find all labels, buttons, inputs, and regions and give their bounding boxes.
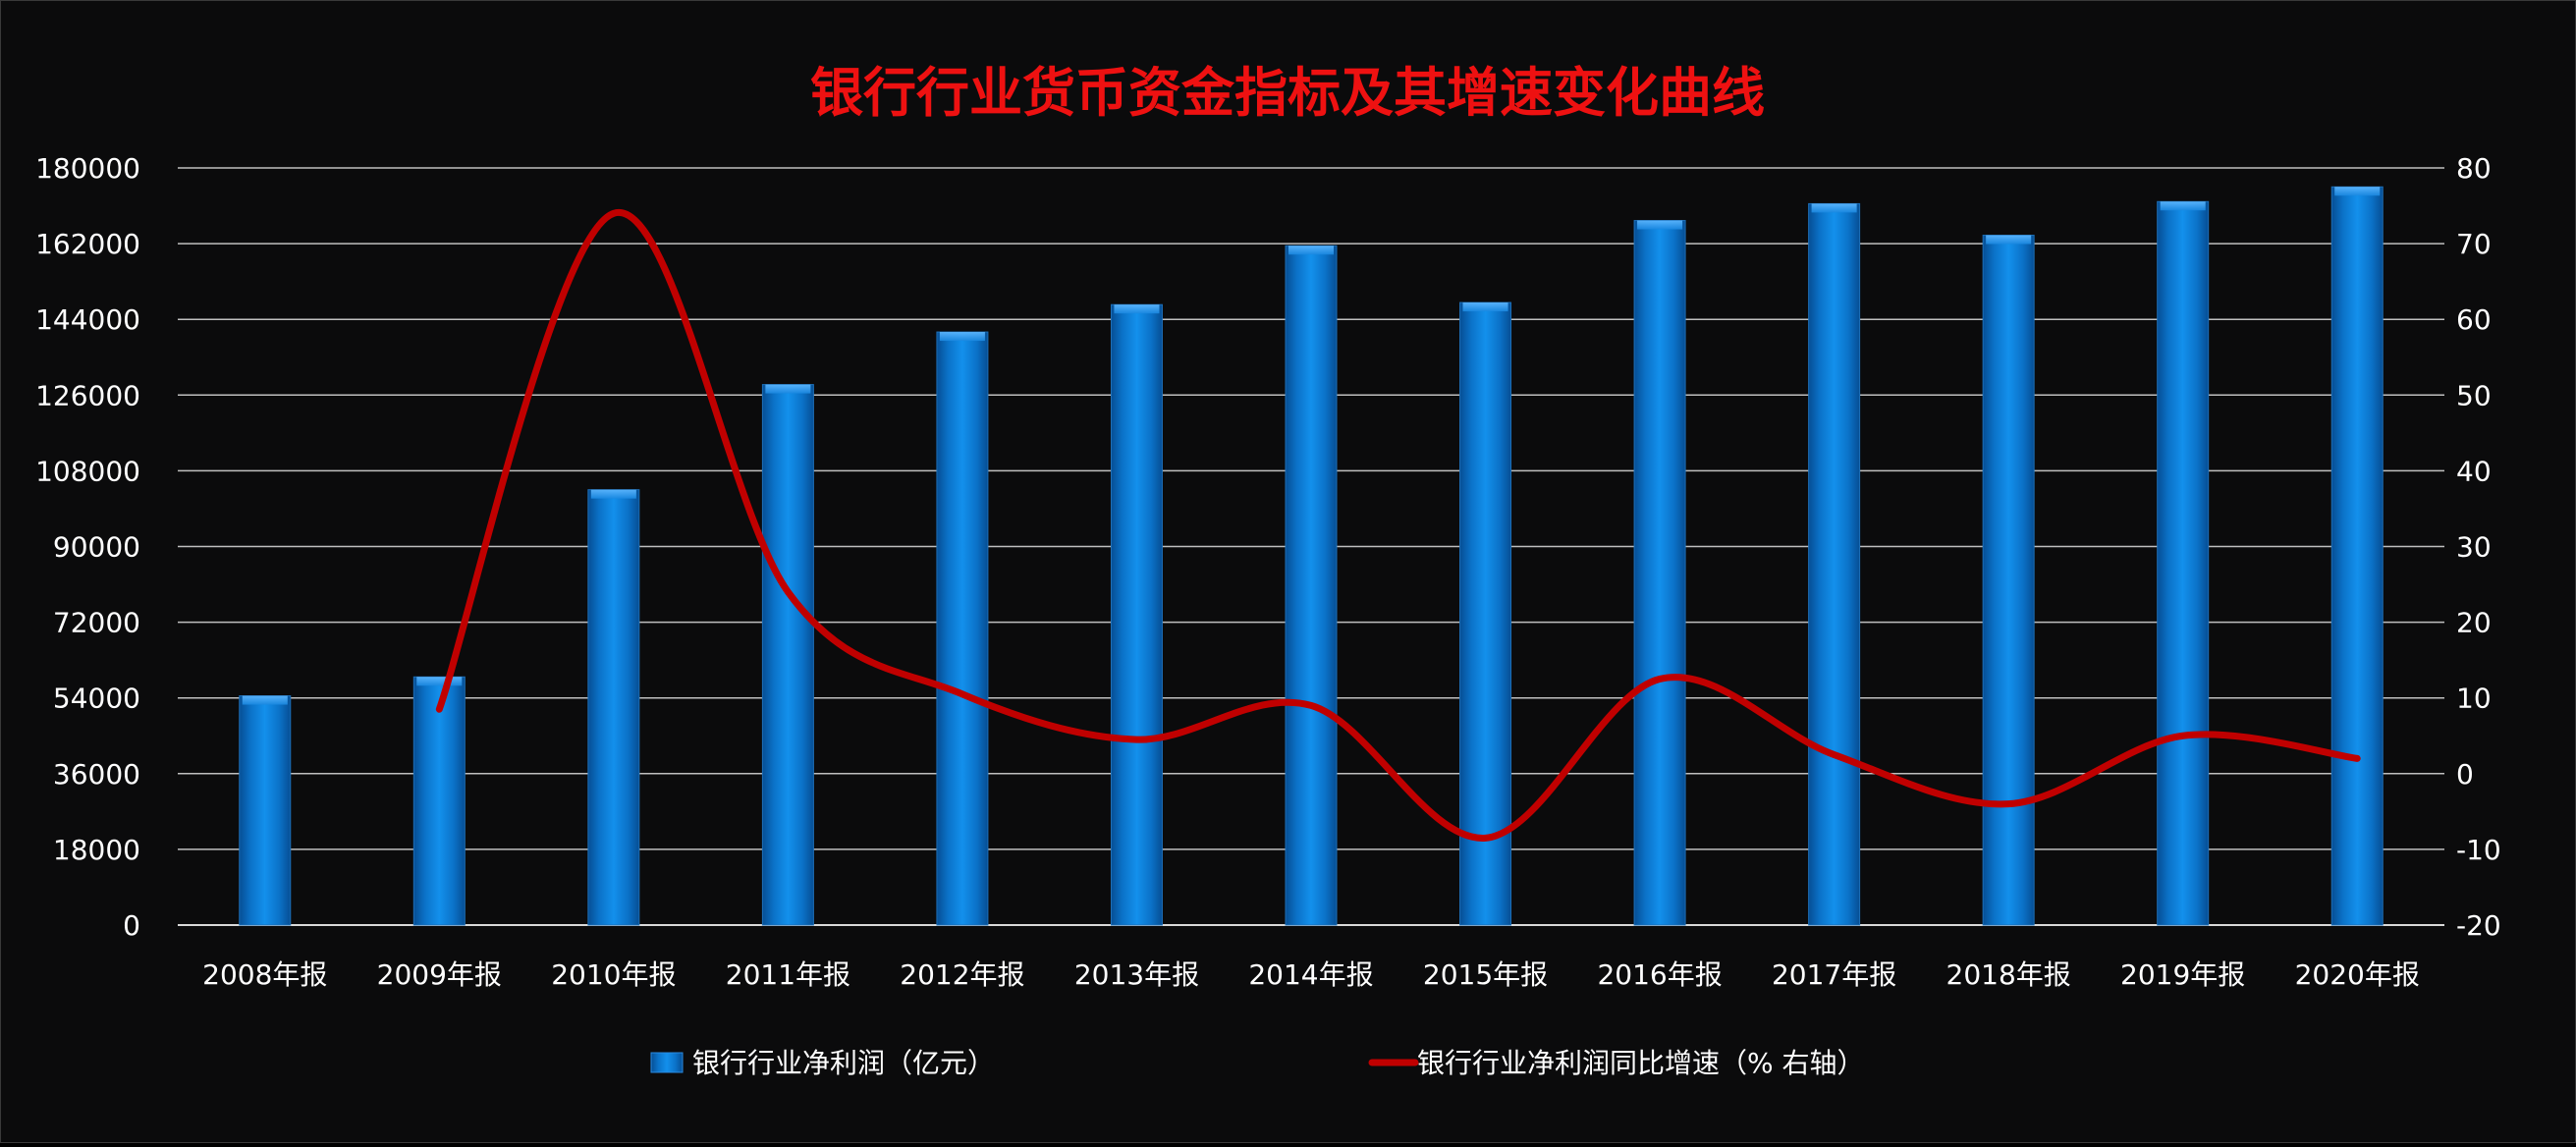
y-right-tick-label: 60 xyxy=(2456,303,2492,336)
y-right-tick-label: 80 xyxy=(2456,152,2492,185)
legend-bar-swatch xyxy=(650,1052,684,1073)
bar-top-highlight xyxy=(939,332,985,342)
bar xyxy=(412,676,466,926)
y-right-tick-label: 10 xyxy=(2456,683,2492,715)
legend-bar-label: 银行行业净利润（亿元） xyxy=(692,1047,995,1079)
y-left-tick-label: 54000 xyxy=(53,683,140,715)
x-tick-label: 2015年报 xyxy=(1423,958,1548,991)
bar-top-highlight xyxy=(1462,302,1508,312)
bar-top-highlight xyxy=(2160,201,2206,211)
y-left-tick-label: 126000 xyxy=(35,379,140,411)
bar-top-highlight xyxy=(1811,203,1857,213)
bar-series xyxy=(239,186,2384,926)
x-tick-label: 2018年报 xyxy=(1946,958,2071,991)
y-left-tick-label: 90000 xyxy=(53,531,140,564)
bar-top-highlight xyxy=(765,384,811,394)
y-left-tick-label: 144000 xyxy=(35,303,140,336)
bar xyxy=(1285,245,1338,926)
legend: 银行行业净利润（亿元） 银行行业净利润同比增速（% 右轴） xyxy=(650,1047,1865,1079)
x-tick-label: 2020年报 xyxy=(2295,958,2420,991)
x-tick-label: 2008年报 xyxy=(202,958,327,991)
bar xyxy=(2157,200,2210,926)
y-left-tick-label: 18000 xyxy=(53,834,140,866)
line-series xyxy=(435,209,2361,842)
y-right-tick-label: 70 xyxy=(2456,228,2492,260)
x-tick-label: 2013年报 xyxy=(1074,958,1199,991)
bar xyxy=(1110,303,1163,926)
bar xyxy=(239,695,292,926)
bar xyxy=(1633,220,1686,926)
bar-top-highlight xyxy=(1114,304,1160,314)
bar xyxy=(2330,186,2384,926)
axes: 0 18000 36000 54000 72000 90000 108000 126000 14… xyxy=(35,152,2501,991)
x-tick-label: 2011年报 xyxy=(726,958,850,991)
bar-top-highlight xyxy=(1288,246,1334,255)
bar xyxy=(1808,202,1861,926)
y-left-tick-label: 0 xyxy=(123,909,140,942)
bar-top-highlight xyxy=(416,677,463,686)
bar-top-highlight xyxy=(2334,187,2381,196)
bar-top-highlight xyxy=(242,695,288,705)
bar xyxy=(587,489,640,926)
x-tick-label: 2014年报 xyxy=(1248,958,1373,991)
y-left-tick-label: 72000 xyxy=(53,607,140,639)
y-right-tick-label: 0 xyxy=(2456,758,2474,791)
bar xyxy=(936,331,989,926)
bar-top-highlight xyxy=(1637,220,1683,230)
x-tick-label: 2009年报 xyxy=(377,958,502,991)
x-tick-label: 2016年报 xyxy=(1597,958,1722,991)
chart-title: 银行行业货币资金指标及其增速变化曲线 xyxy=(810,62,1765,124)
bar xyxy=(1982,235,2035,926)
x-tick-label: 2010年报 xyxy=(551,958,676,991)
y-right-tick-label: 50 xyxy=(2456,379,2492,411)
y-right-tick-label: -10 xyxy=(2456,834,2501,866)
y-left-tick-label: 180000 xyxy=(35,152,140,185)
growth-line xyxy=(435,209,2361,842)
y-right-tick-label: 20 xyxy=(2456,607,2492,639)
bar-top-highlight xyxy=(590,489,636,499)
y-left-tick-label: 162000 xyxy=(35,228,140,260)
y-right-tick-label: -20 xyxy=(2456,909,2501,942)
bar xyxy=(1459,301,1512,926)
y-left-tick-label: 36000 xyxy=(53,758,140,791)
x-tick-label: 2012年报 xyxy=(900,958,1024,991)
y-left-tick-label: 108000 xyxy=(35,455,140,487)
y-right-tick-label: 30 xyxy=(2456,531,2492,564)
bar xyxy=(761,384,814,926)
bar-top-highlight xyxy=(1986,235,2032,245)
legend-line-label: 银行行业净利润同比增速（% 右轴） xyxy=(1417,1047,1865,1079)
x-tick-label: 2017年报 xyxy=(1772,958,1896,991)
y-right-tick-label: 40 xyxy=(2456,455,2492,487)
x-tick-label: 2019年报 xyxy=(2120,958,2245,991)
